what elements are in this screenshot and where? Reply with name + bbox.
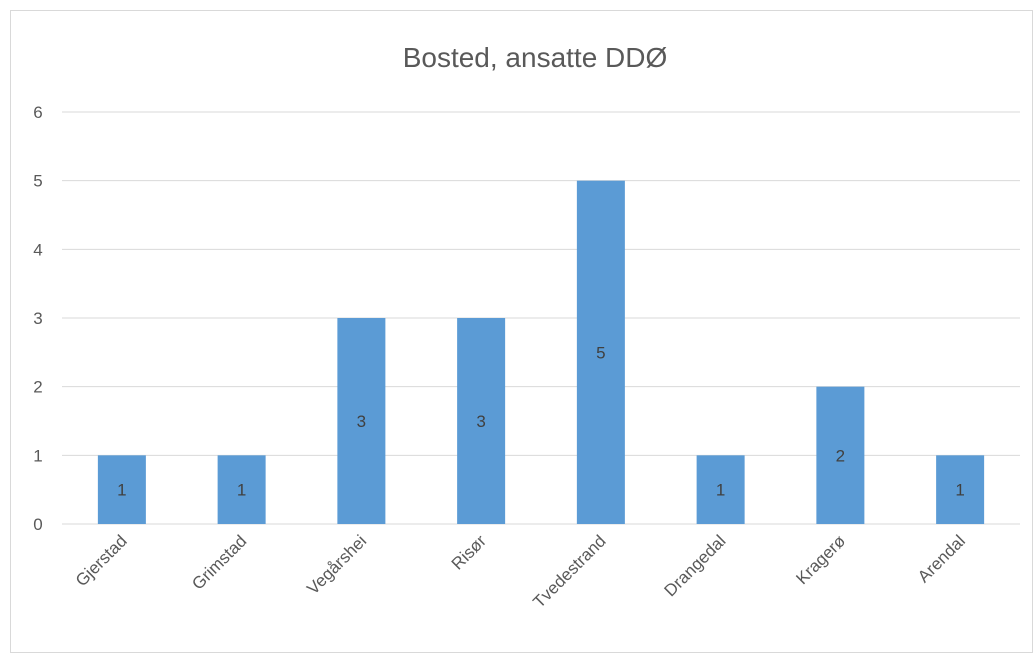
data-label: 1 [237, 481, 246, 500]
x-tick-label: Vegårshei [303, 531, 370, 598]
data-label: 3 [476, 412, 485, 431]
y-axis-ticks: 0 1 2 3 4 5 6 [33, 103, 42, 534]
bar-tvedestrand [576, 180, 625, 524]
x-axis-ticks: Gjerstad Grimstad Vegårshei Risør Tvedestran… [72, 531, 969, 611]
data-labels: 1 1 3 3 5 1 2 1 [117, 343, 965, 499]
x-tick-label: Risør [448, 531, 490, 573]
x-tick-label: Grimstad [188, 531, 250, 593]
x-tick-label: Tvedestrand [529, 531, 609, 611]
x-tick-label: Arendal [914, 531, 969, 586]
data-label: 1 [955, 481, 964, 500]
chart-frame [10, 10, 1033, 653]
y-tick-label: 5 [33, 172, 42, 191]
data-label: 2 [836, 446, 845, 465]
data-label: 5 [596, 343, 605, 362]
bar-grimstad [217, 455, 266, 524]
x-tick-label: Kragerø [792, 531, 849, 588]
y-tick-label: 1 [33, 446, 42, 465]
bar-risør [457, 318, 506, 524]
data-label: 1 [716, 481, 725, 500]
x-tick-label: Drangedal [661, 531, 730, 600]
y-tick-label: 4 [33, 240, 42, 259]
data-label: 1 [117, 481, 126, 500]
gridlines [62, 111, 1020, 525]
bar-gjerstad [97, 455, 146, 524]
chart-title: Bosted, ansatte DDØ [402, 42, 668, 73]
bar-vegårshei [337, 318, 386, 524]
y-tick-label: 2 [33, 378, 42, 397]
bar-drangedal [696, 455, 745, 524]
y-tick-label: 3 [33, 309, 42, 328]
y-tick-label: 0 [33, 515, 42, 534]
bar-kragerø [816, 386, 865, 524]
y-tick-label: 6 [33, 103, 42, 122]
bar-arendal [936, 455, 985, 524]
bars [97, 180, 985, 524]
data-label: 3 [357, 412, 366, 431]
x-tick-label: Gjerstad [72, 531, 131, 590]
